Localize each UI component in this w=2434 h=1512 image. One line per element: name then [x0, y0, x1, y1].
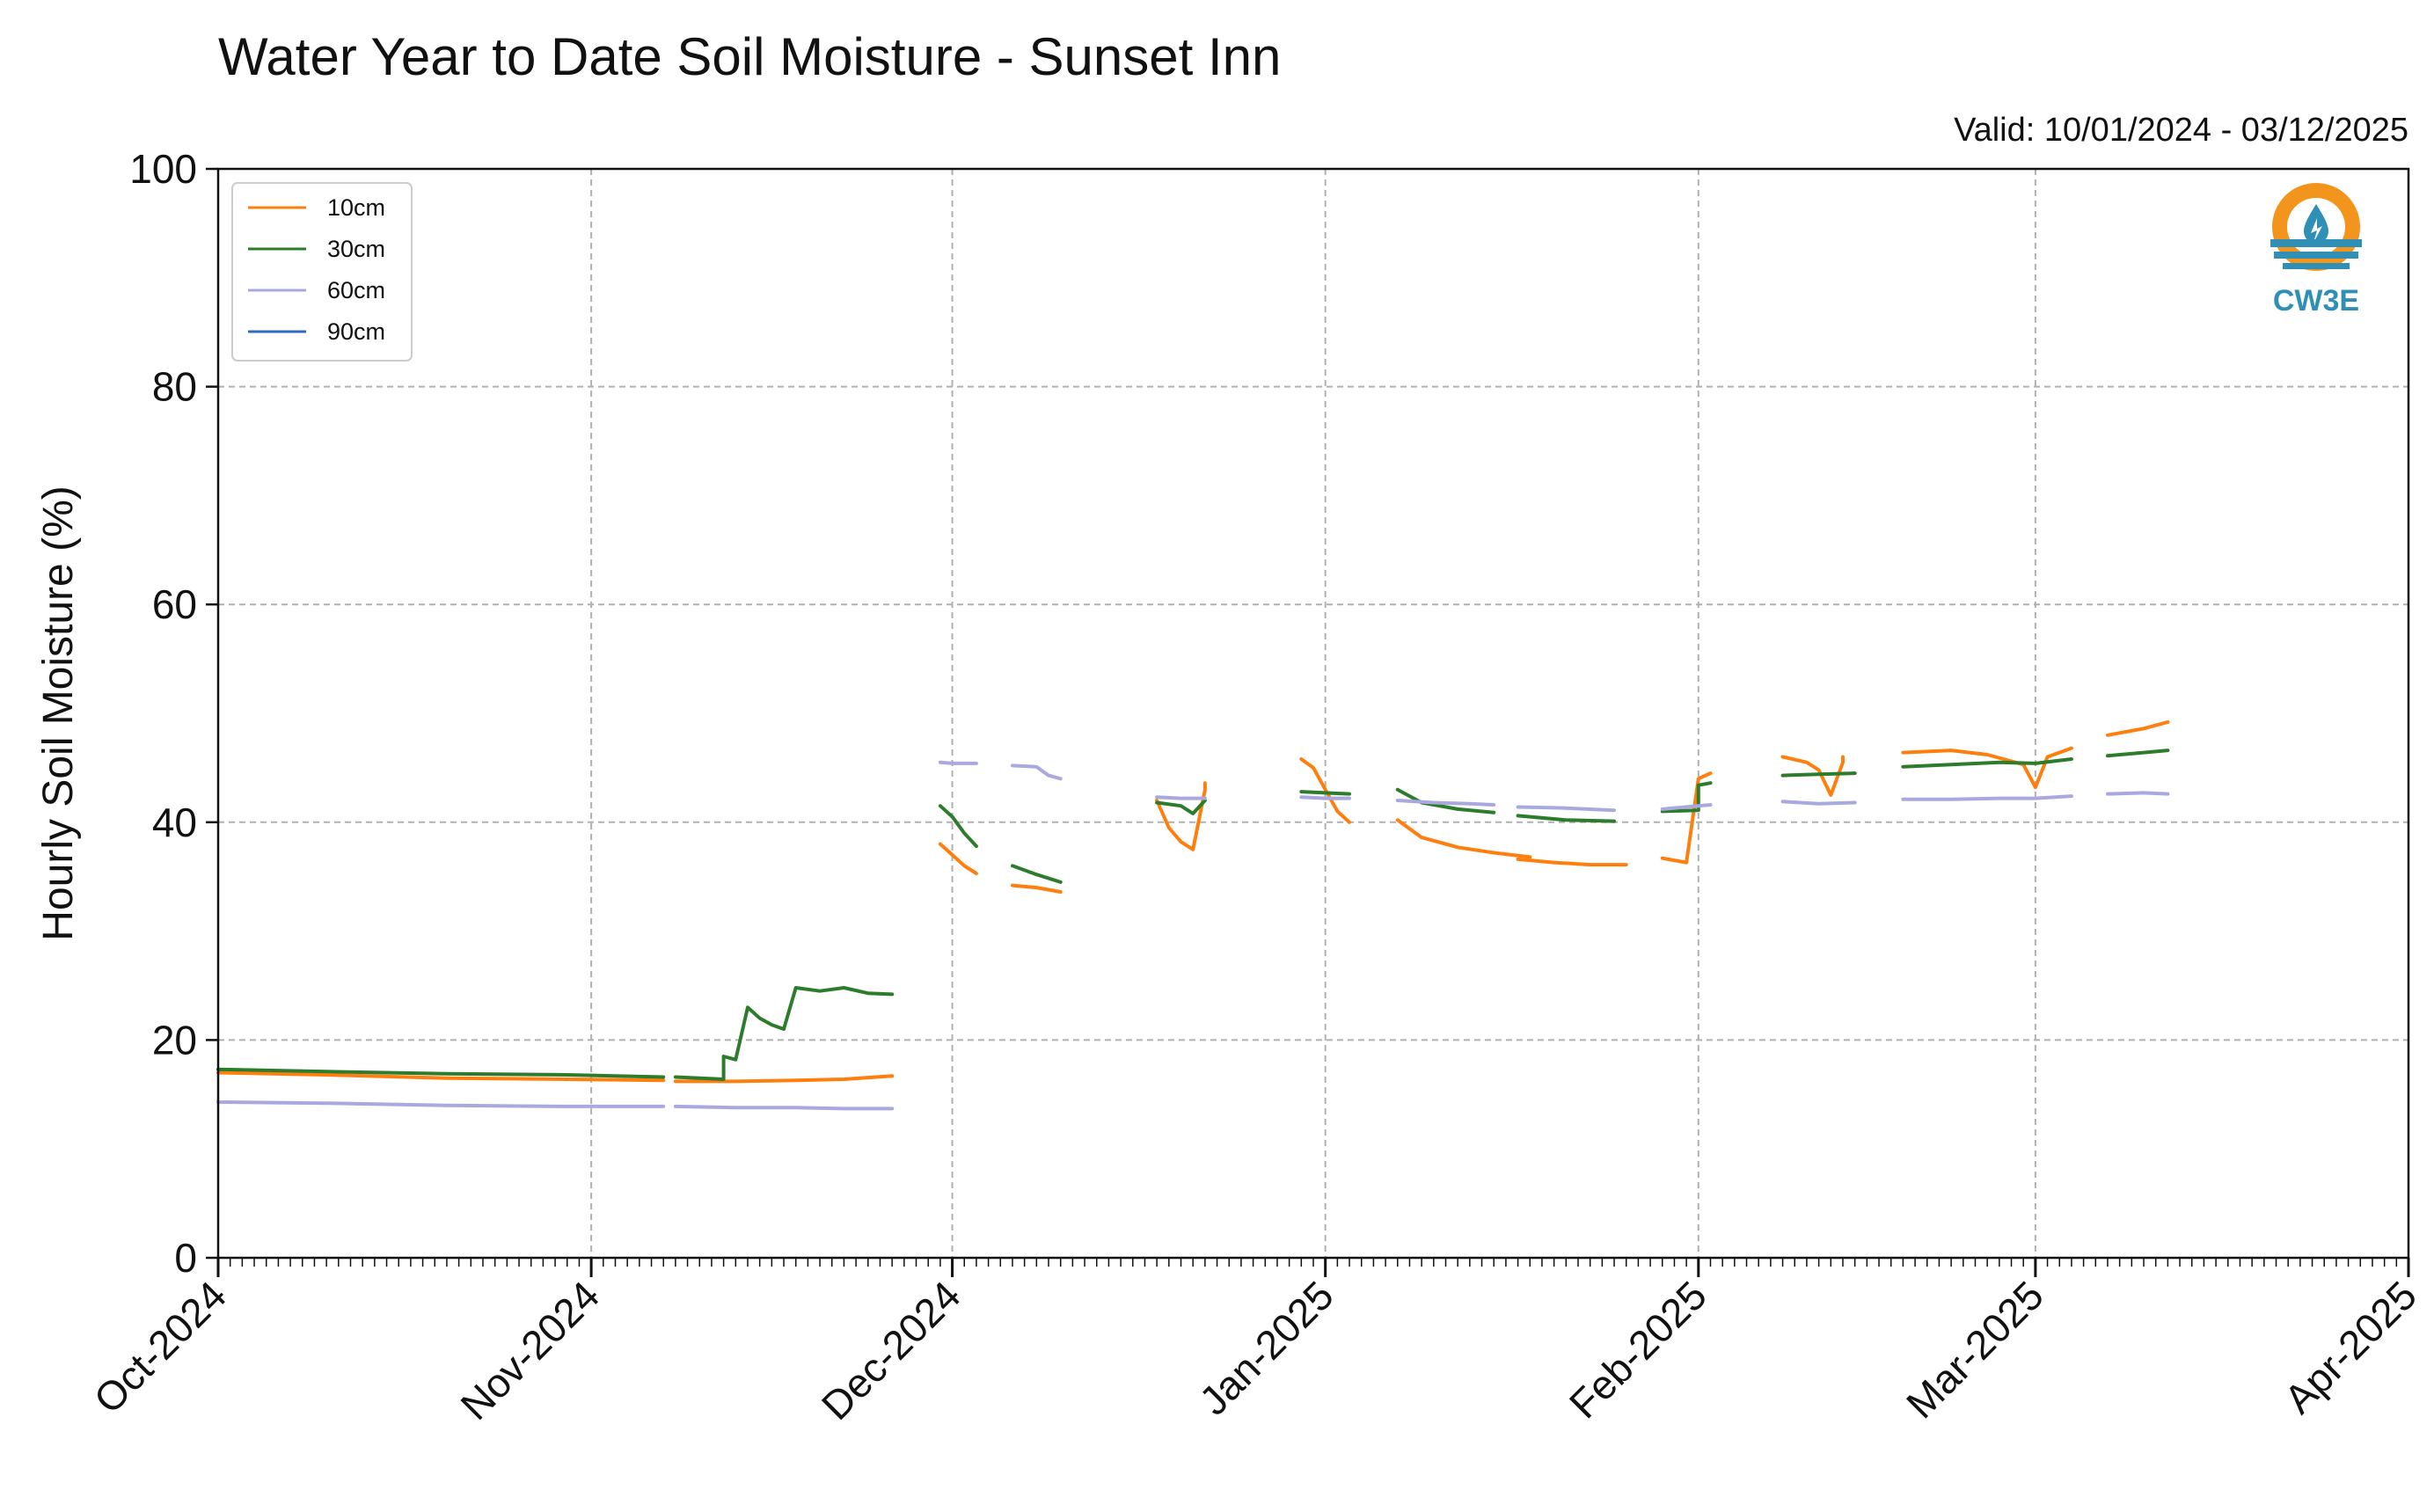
- legend-label-30cm: 30cm: [327, 236, 385, 262]
- series-60cm-line: [1516, 805, 1616, 813]
- y-tick-labels: 0 20 40 60 80 100: [129, 146, 197, 1281]
- logo-wave-2: [2274, 252, 2358, 259]
- legend: 10cm 30cm 60cm 90cm: [231, 182, 413, 362]
- logo-wave-3: [2283, 263, 2350, 269]
- cw3e-logo: CW3E: [2270, 183, 2362, 318]
- y-axis-label: Hourly Soil Moisture (%): [35, 486, 82, 940]
- series-10cm-line: [1155, 781, 1207, 851]
- series-10cm-line: [1395, 818, 1532, 859]
- series-60cm-line: [216, 1100, 666, 1108]
- series-30cm-line: [1299, 790, 1351, 796]
- series-30cm-line: [938, 804, 978, 848]
- chart-title: Water Year to Date Soil Moisture - Sunse…: [218, 27, 1281, 86]
- series-60cm-line: [1660, 803, 1713, 811]
- legend-items: 10cm 30cm 60cm 90cm: [248, 194, 385, 345]
- legend-label-60cm: 60cm: [327, 277, 385, 303]
- series-lines: [216, 719, 2170, 1111]
- series-10cm-line: [216, 1070, 666, 1083]
- series-30cm-line: [1395, 787, 1496, 814]
- y-tick-label: 20: [152, 1017, 197, 1063]
- series-30cm-line: [1780, 771, 1857, 778]
- legend-label-10cm: 10cm: [327, 194, 385, 221]
- series-10cm-line: [1299, 757, 1351, 824]
- logo-text: CW3E: [2273, 284, 2359, 318]
- bolt-icon: [2311, 218, 2322, 243]
- series-10cm-line: [938, 842, 978, 875]
- series-60cm-line: [1155, 795, 1207, 800]
- logo-wave-1: [2270, 239, 2362, 247]
- series-30cm-line: [1660, 781, 1713, 814]
- series-30cm-line: [1901, 757, 2073, 769]
- series-10cm-line: [1011, 883, 1063, 894]
- series-10cm-line: [1780, 755, 1845, 797]
- series-30cm-line: [2106, 749, 2170, 758]
- axis-ticks: [206, 167, 2410, 1277]
- y-tick-label: 60: [152, 581, 197, 627]
- series-30cm-line: [673, 986, 895, 1081]
- legend-label-90cm: 90cm: [327, 318, 385, 345]
- series-60cm-line: [1011, 763, 1063, 781]
- y-tick-label: 80: [152, 364, 197, 410]
- series-60cm-line: [1299, 795, 1351, 800]
- y-tick-label: 100: [129, 146, 197, 192]
- series-60cm-line: [673, 1104, 895, 1111]
- series-10cm-line: [673, 1074, 895, 1084]
- series-30cm-line: [216, 1067, 666, 1079]
- y-tick-label: 40: [152, 800, 197, 845]
- series-60cm-line: [1901, 794, 2073, 801]
- chart-subtitle: Valid: 10/01/2024 - 03/12/2025: [1954, 112, 2408, 149]
- series-60cm-line: [1395, 799, 1496, 807]
- series-30cm-line: [1011, 864, 1063, 884]
- series-30cm-line: [1516, 814, 1616, 823]
- series-10cm-line: [2106, 719, 2170, 737]
- series-60cm-line: [1780, 800, 1857, 806]
- series-10cm-line: [1516, 857, 1628, 867]
- series-10cm-line: [1660, 771, 1713, 865]
- y-tick-label: 0: [174, 1235, 197, 1281]
- series-30cm-line: [1155, 799, 1207, 815]
- legend-box: [231, 182, 413, 362]
